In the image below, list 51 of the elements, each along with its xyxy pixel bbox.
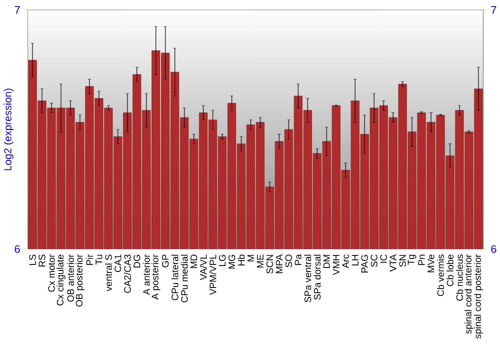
x-tick-label: Cb nucleus [456,254,463,301]
x-tick-label: ventral S [104,254,112,292]
x-tick-label: PAG [361,254,368,272]
x-tick-label: M [248,254,254,262]
x-tick-label: Cb vermis [437,254,444,296]
x-tick-label: CA1 [114,254,122,272]
x-tick-label: CPu medial [180,254,188,302]
x-tick-label: OB anterior [67,254,74,302]
x-tick-label: LS [29,254,36,265]
x-tick-label: MG [228,254,236,268]
x-tick-label: VA/VL [200,254,207,280]
x-tick-label: VTA [390,254,396,272]
x-tick-label: VMH [332,254,340,275]
x-tick-label: Arc [342,254,349,268]
x-tick-label: MD [190,254,198,268]
x-tick-label: DG [134,254,140,268]
x-tick-label: ME [257,254,264,268]
x-tick-label: LH [352,254,358,266]
x-tick-label: SN [399,254,406,267]
x-tick-label: CPu lateral [171,254,178,300]
x-tick-label: A posterior [151,254,160,300]
x-tick-label: CA2/CA3 [124,254,131,293]
x-tick-label: Pa [294,254,302,265]
x-tick-label: SPa ventral [304,254,312,302]
x-tick-label: Cb lobe [446,254,454,286]
x-tick-label: DM [323,254,330,268]
x-tick-label: Pir [86,254,93,265]
x-tick-label: SPa dorsal [314,254,321,300]
x-tick-label: spinal cord posterior [474,254,483,338]
x-tick-label: VPM/VPL [209,254,216,295]
x-tick-label: GP [162,254,169,268]
x-tick-label: RS [38,254,46,266]
x-tick-label: Tu [96,254,102,264]
x-tick-label: Pn [418,254,425,265]
x-tick-label: Cx cingulate [56,254,66,306]
x-tick-label: SCN [266,254,274,274]
y-axis-title: Log2 (expression) [4,88,14,170]
x-tick-label: LG [218,254,226,266]
x-tick-label: Tg [408,254,416,265]
x-tick-label: OB posterior [76,254,84,306]
x-tick-label: MVe [428,254,434,272]
x-tick-label: Cx motor [48,254,55,292]
x-tick-label: SC [370,254,378,267]
x-tick-label: SO [285,254,292,268]
y2-tick-label: 7 [491,6,496,14]
x-tick-label: A anterior [142,254,150,295]
y2-tick-label: 6 [491,245,496,253]
x-tick-label: MPA [276,254,282,273]
x-tick-label: spinal cord anterior [464,254,474,334]
x-tick-label: IC [380,254,387,263]
x-tick-label: Hb [238,254,245,266]
